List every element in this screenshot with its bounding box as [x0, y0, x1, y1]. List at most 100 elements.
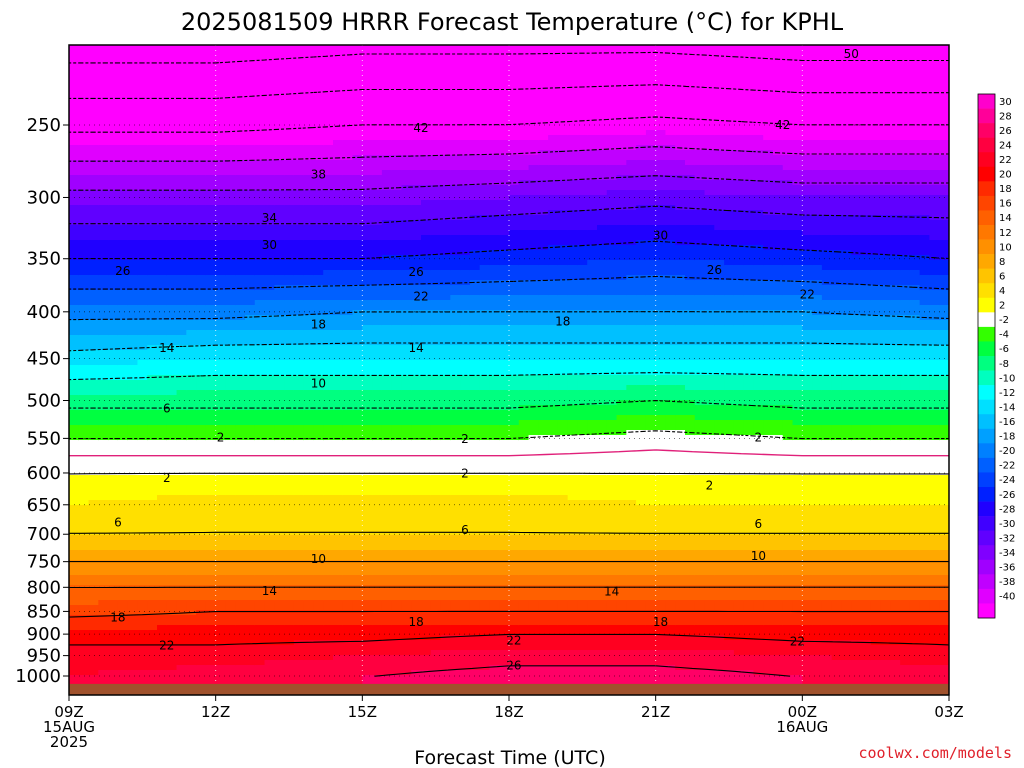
temperature-cell — [225, 445, 236, 451]
temperature-cell — [205, 275, 217, 281]
temperature-cell — [401, 170, 412, 176]
temperature-cell — [78, 660, 90, 666]
temperature-cell — [235, 115, 246, 121]
temperature-cell — [254, 615, 266, 621]
temperature-cell — [381, 440, 393, 446]
temperature-cell — [98, 190, 109, 196]
temperature-cell — [147, 535, 158, 541]
temperature-cell — [127, 235, 139, 241]
temperature-cell — [196, 385, 207, 391]
temperature-cell — [372, 60, 383, 66]
temperature-cell — [411, 70, 422, 76]
temperature-cell — [166, 510, 178, 516]
temperature-cell — [166, 455, 178, 461]
temperature-cell — [147, 170, 158, 176]
temperature-cell — [401, 510, 412, 516]
temperature-cell — [215, 270, 227, 276]
temperature-cell — [352, 625, 363, 631]
temperature-cell — [127, 160, 139, 166]
temperature-cell — [362, 500, 373, 506]
temperature-cell — [401, 295, 412, 301]
temperature-cell — [157, 545, 168, 551]
temperature-cell — [333, 315, 344, 321]
temperature-cell — [284, 210, 295, 216]
temperature-cell — [284, 280, 295, 286]
temperature-cell — [117, 70, 129, 76]
temperature-cell — [235, 455, 246, 461]
temperature-cell — [440, 190, 451, 196]
temperature-cell — [430, 260, 442, 266]
temperature-cell — [127, 490, 139, 496]
temperature-cell — [147, 500, 158, 506]
temperature-cell — [98, 450, 109, 456]
temperature-cell — [69, 440, 80, 446]
temperature-cell — [225, 490, 236, 496]
temperature-cell — [391, 360, 403, 366]
temperature-cell — [157, 230, 168, 236]
temperature-cell — [235, 295, 246, 301]
temperature-cell — [245, 235, 256, 241]
temperature-cell — [235, 535, 246, 541]
temperature-cell — [411, 310, 422, 316]
temperature-cell — [69, 235, 80, 241]
temperature-cell — [254, 520, 266, 526]
temperature-cell — [78, 670, 90, 676]
temperature-cell — [166, 285, 178, 291]
temperature-cell — [381, 520, 393, 526]
temperature-cell — [430, 45, 442, 51]
temperature-cell — [215, 195, 227, 201]
temperature-cell — [333, 460, 344, 466]
temperature-cell — [186, 665, 197, 671]
temperature-cell — [333, 285, 344, 291]
temperature-cell — [352, 375, 363, 381]
temperature-cell — [225, 165, 236, 171]
temperature-cell — [313, 660, 324, 666]
temperature-cell — [235, 480, 246, 486]
temperature-cell — [196, 505, 207, 511]
temperature-cell — [303, 450, 315, 456]
temperature-cell — [401, 475, 412, 481]
temperature-cell — [254, 305, 266, 311]
temperature-cell — [88, 620, 99, 626]
temperature-cell — [323, 120, 334, 126]
temperature-cell — [196, 485, 207, 491]
temperature-cell — [225, 640, 236, 646]
temperature-cell — [78, 55, 90, 61]
temperature-cell — [284, 565, 295, 571]
temperature-cell — [381, 665, 393, 671]
temperature-cell — [176, 440, 187, 446]
temperature-cell — [323, 275, 334, 281]
temperature-cell — [147, 630, 158, 636]
temperature-cell — [391, 245, 403, 251]
temperature-cell — [157, 50, 168, 56]
temperature-cell — [137, 395, 148, 401]
temperature-cell — [176, 270, 187, 276]
temperature-cell — [372, 525, 383, 531]
temperature-cell — [196, 595, 207, 601]
temperature-cell — [274, 600, 285, 606]
temperature-cell — [69, 665, 80, 671]
temperature-cell — [381, 230, 393, 236]
temperature-cell — [342, 440, 354, 446]
temperature-cell — [166, 140, 178, 146]
temperature-cell — [245, 280, 256, 286]
temperature-cell — [186, 390, 197, 396]
temperature-cell — [235, 330, 246, 336]
temperature-cell — [147, 350, 158, 356]
temperature-cell — [323, 335, 334, 341]
temperature-cell — [225, 295, 236, 301]
temperature-cell — [196, 185, 207, 191]
temperature-cell — [352, 190, 363, 196]
temperature-cell — [225, 675, 236, 681]
temperature-cell — [235, 45, 246, 51]
temperature-cell — [284, 380, 295, 386]
temperature-cell — [430, 185, 442, 191]
temperature-cell — [381, 435, 393, 441]
temperature-cell — [215, 550, 227, 556]
temperature-cell — [157, 595, 168, 601]
temperature-cell — [352, 420, 363, 426]
temperature-cell — [196, 245, 207, 251]
temperature-cell — [430, 315, 442, 321]
temperature-cell — [381, 125, 393, 131]
temperature-cell — [137, 540, 148, 546]
